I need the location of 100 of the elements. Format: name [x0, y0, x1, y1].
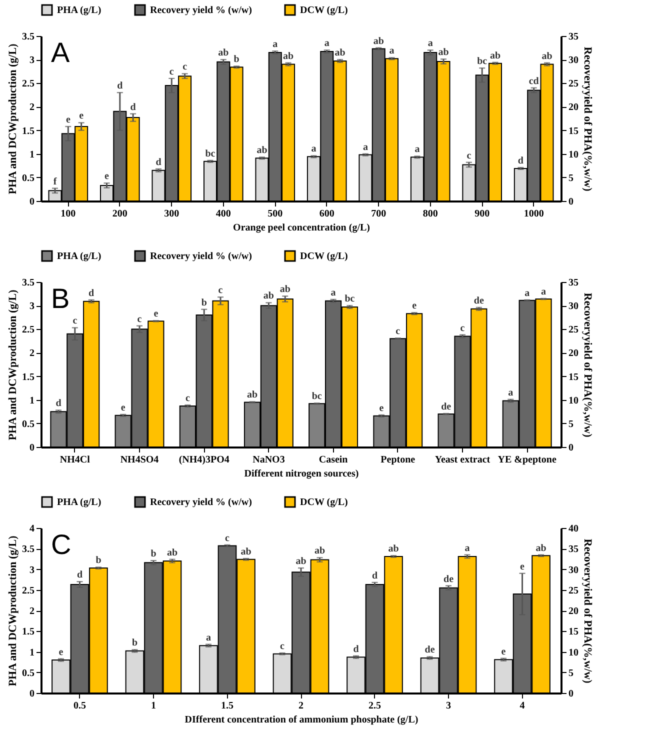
y-tick-label: 2.5 [22, 324, 34, 336]
data-label: f [53, 176, 58, 188]
x-tick-label: 700 [371, 208, 386, 220]
chart-title: B [51, 283, 70, 314]
legend-label: PHA (g/L) [57, 5, 102, 16]
legend-label: DCW (g/L) [300, 251, 348, 262]
data-label: c [280, 640, 286, 652]
data-label: b [150, 548, 157, 560]
x-tick-label: (NH4)3PO4 [178, 454, 230, 466]
y-tick-label: 1 [30, 395, 34, 406]
data-label: d [130, 102, 136, 113]
y-tick-label: 1 [30, 149, 34, 160]
x-tick-label: NH4SO4 [120, 454, 159, 466]
y-tick-label: 3 [30, 564, 34, 576]
data-label: ab [314, 546, 326, 557]
x-tick-label: 2.5 [368, 700, 382, 712]
y-tick-label: 0 [30, 442, 34, 454]
data-label: d [56, 398, 62, 410]
y-tick-label: 3.5 [22, 278, 34, 288]
data-label: d [76, 570, 83, 581]
x-tick-label: 800 [422, 208, 438, 220]
data-label: bc [344, 294, 356, 305]
y2-tick-label: 35 [568, 278, 578, 288]
y-tick-label: 4 [30, 524, 34, 534]
y2-tick-label: 35 [568, 32, 578, 42]
y2-tick-label: 25 [568, 585, 578, 596]
legend-label: Recovery yield % (w/w) [150, 497, 252, 508]
y2-tick-label: 30 [568, 301, 578, 312]
data-label: ab [490, 50, 501, 62]
y-tick-label: 3.5 [22, 32, 34, 42]
x-tick-label: Casein [318, 454, 348, 466]
data-label: ab [296, 556, 307, 568]
y2-tick-label: 15 [568, 626, 578, 638]
x-tick-label: 200 [112, 208, 128, 220]
data-label: de [444, 574, 454, 585]
data-label: c [396, 326, 401, 338]
x-tick-label: 2 [298, 700, 304, 712]
y-tick-label: 1.5 [22, 372, 34, 383]
x-tick-label: 1 [150, 700, 156, 712]
data-label: e [58, 646, 64, 658]
y2-tick-label: 40 [568, 524, 578, 534]
data-label: c [137, 314, 142, 325]
x-tick-label: 0.5 [73, 700, 86, 712]
x-tick-label: 4 [520, 700, 525, 712]
data-label: ab [542, 50, 553, 62]
x-tick-label: NH4Cl [60, 454, 90, 466]
x-tick-label: Peptone [380, 454, 416, 466]
y2-axis-title: Recoveryyield of PHA(%,w/w) [582, 538, 594, 684]
y-tick-label: 1 [30, 647, 34, 658]
data-label: e [79, 110, 84, 122]
data-label: bc [205, 148, 216, 160]
data-label: a [330, 287, 336, 298]
data-label: c [169, 66, 174, 78]
data-label: a [324, 38, 330, 50]
y-tick-label: 1.5 [22, 626, 34, 638]
x-tick-label: YE &peptone [498, 454, 557, 466]
y2-tick-label: 10 [568, 395, 578, 406]
data-label: c [185, 393, 190, 404]
y2-tick-label: 30 [568, 564, 578, 576]
data-label: de [474, 295, 484, 306]
x-tick-label: 100 [60, 208, 76, 220]
y2-tick-label: 5 [568, 418, 574, 430]
data-label: a [464, 542, 470, 554]
y2-axis-title: Recoveryyield of PHA(%,w/w) [582, 46, 594, 192]
data-label: d [88, 288, 95, 299]
y2-tick-label: 35 [568, 544, 578, 556]
y2-tick-label: 5 [568, 668, 574, 679]
y2-tick-label: 20 [568, 348, 578, 360]
data-label: d [156, 156, 162, 168]
data-label: a [524, 288, 530, 299]
y-tick-label: 3.5 [22, 544, 34, 556]
data-label: b [234, 54, 240, 66]
y-tick-label: 2.5 [22, 585, 34, 596]
data-label: c [218, 285, 224, 296]
data-label: c [460, 322, 466, 334]
legend-label: Recovery yield % (w/w) [150, 5, 252, 16]
y2-tick-label: 10 [568, 149, 578, 160]
x-tick-label: 400 [216, 208, 231, 220]
data-label: a [362, 142, 368, 153]
legend-label: DCW (g/L) [300, 5, 348, 16]
data-label: ab [280, 284, 291, 296]
y-tick-label: 2 [30, 348, 34, 360]
y2-tick-label: 15 [568, 126, 578, 137]
y-tick-label: 2 [30, 606, 34, 617]
data-label: a [414, 144, 420, 156]
data-label: d [353, 644, 360, 655]
y-tick-label: 0.5 [22, 172, 34, 184]
data-label: e [154, 308, 159, 320]
data-label: b [132, 638, 138, 649]
data-label: cd [528, 76, 540, 87]
x-tick-label: 900 [474, 208, 490, 220]
y-axis-title: PHA and DCWproduction (g/L) [7, 535, 19, 686]
data-label: d [117, 80, 124, 92]
data-label: ab [218, 48, 230, 59]
data-label: ab [263, 290, 274, 302]
data-label: ab [166, 547, 178, 558]
data-label: e [520, 561, 526, 572]
data-label: e [501, 646, 506, 658]
y-axis-title: PHA and DCWproduction (g/L) [7, 43, 19, 194]
legend-label: PHA (g/L) [57, 251, 102, 262]
